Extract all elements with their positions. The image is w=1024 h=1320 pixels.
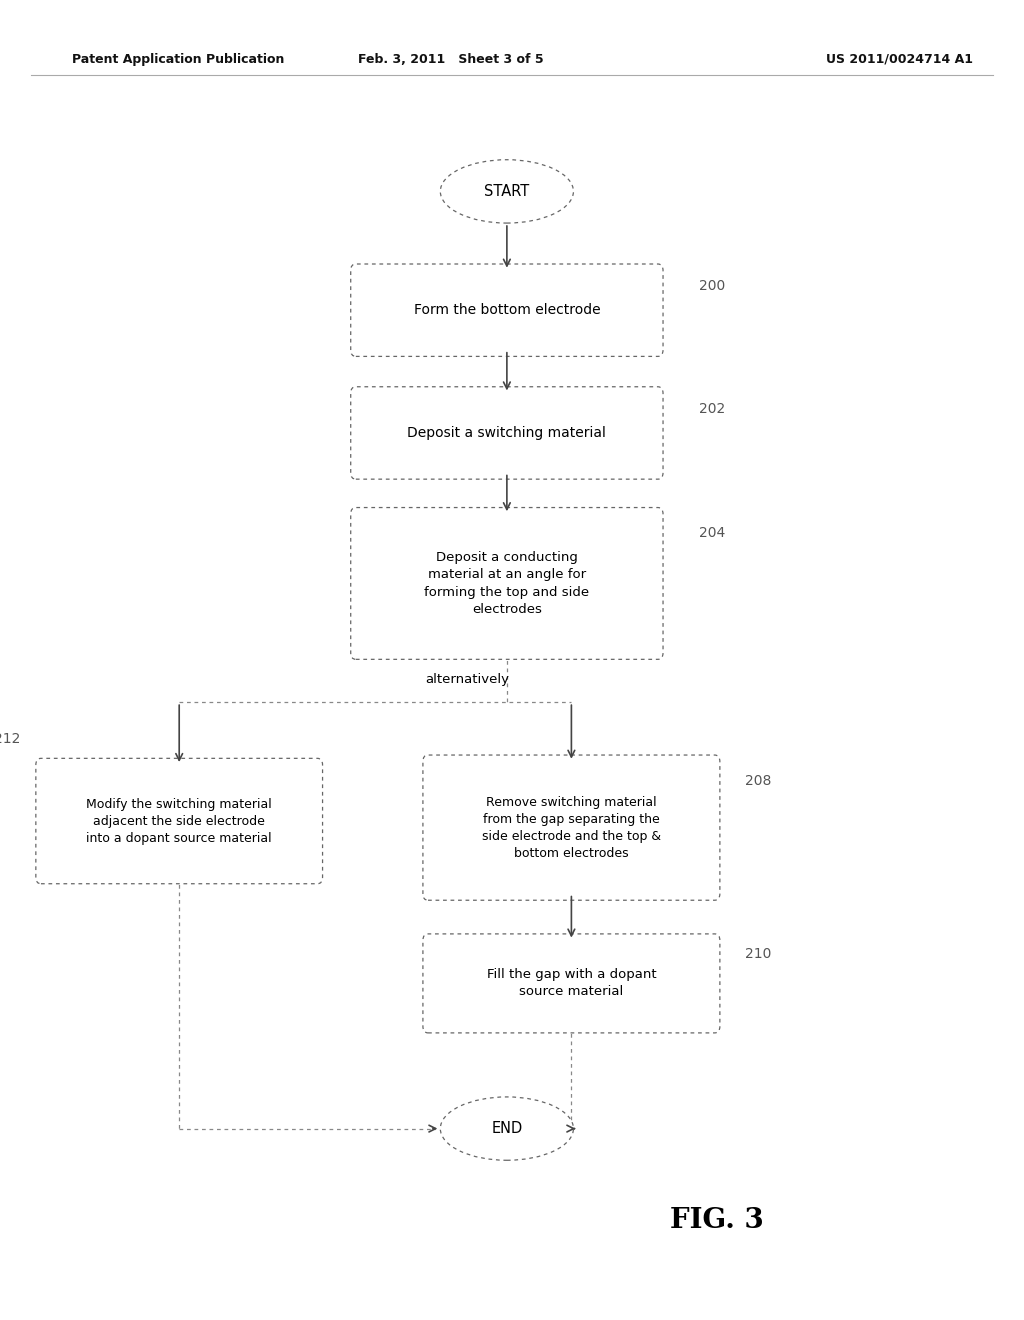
Text: 200: 200 bbox=[698, 280, 725, 293]
FancyBboxPatch shape bbox=[350, 507, 664, 659]
Text: Remove switching material
from the gap separating the
side electrode and the top: Remove switching material from the gap s… bbox=[482, 796, 660, 859]
Text: Deposit a switching material: Deposit a switching material bbox=[408, 426, 606, 440]
Text: 212: 212 bbox=[0, 731, 20, 746]
Text: Patent Application Publication: Patent Application Publication bbox=[72, 53, 284, 66]
Text: START: START bbox=[484, 183, 529, 199]
Text: Modify the switching material
adjacent the side electrode
into a dopant source m: Modify the switching material adjacent t… bbox=[86, 797, 272, 845]
FancyBboxPatch shape bbox=[350, 387, 664, 479]
Text: Form the bottom electrode: Form the bottom electrode bbox=[414, 304, 600, 317]
FancyBboxPatch shape bbox=[350, 264, 664, 356]
FancyBboxPatch shape bbox=[423, 755, 720, 900]
Ellipse shape bbox=[440, 160, 573, 223]
Text: 208: 208 bbox=[745, 775, 772, 788]
Text: 204: 204 bbox=[698, 527, 725, 540]
Text: Deposit a conducting
material at an angle for
forming the top and side
electrode: Deposit a conducting material at an angl… bbox=[424, 550, 590, 616]
Ellipse shape bbox=[440, 1097, 573, 1160]
Text: FIG. 3: FIG. 3 bbox=[670, 1208, 764, 1234]
FancyBboxPatch shape bbox=[423, 935, 720, 1032]
Text: END: END bbox=[492, 1121, 522, 1137]
Text: 210: 210 bbox=[745, 948, 772, 961]
Text: Feb. 3, 2011   Sheet 3 of 5: Feb. 3, 2011 Sheet 3 of 5 bbox=[357, 53, 544, 66]
Text: alternatively: alternatively bbox=[425, 673, 509, 686]
Text: Fill the gap with a dopant
source material: Fill the gap with a dopant source materi… bbox=[486, 969, 656, 998]
Text: US 2011/0024714 A1: US 2011/0024714 A1 bbox=[825, 53, 973, 66]
Text: 202: 202 bbox=[698, 403, 725, 416]
FancyBboxPatch shape bbox=[36, 758, 323, 884]
